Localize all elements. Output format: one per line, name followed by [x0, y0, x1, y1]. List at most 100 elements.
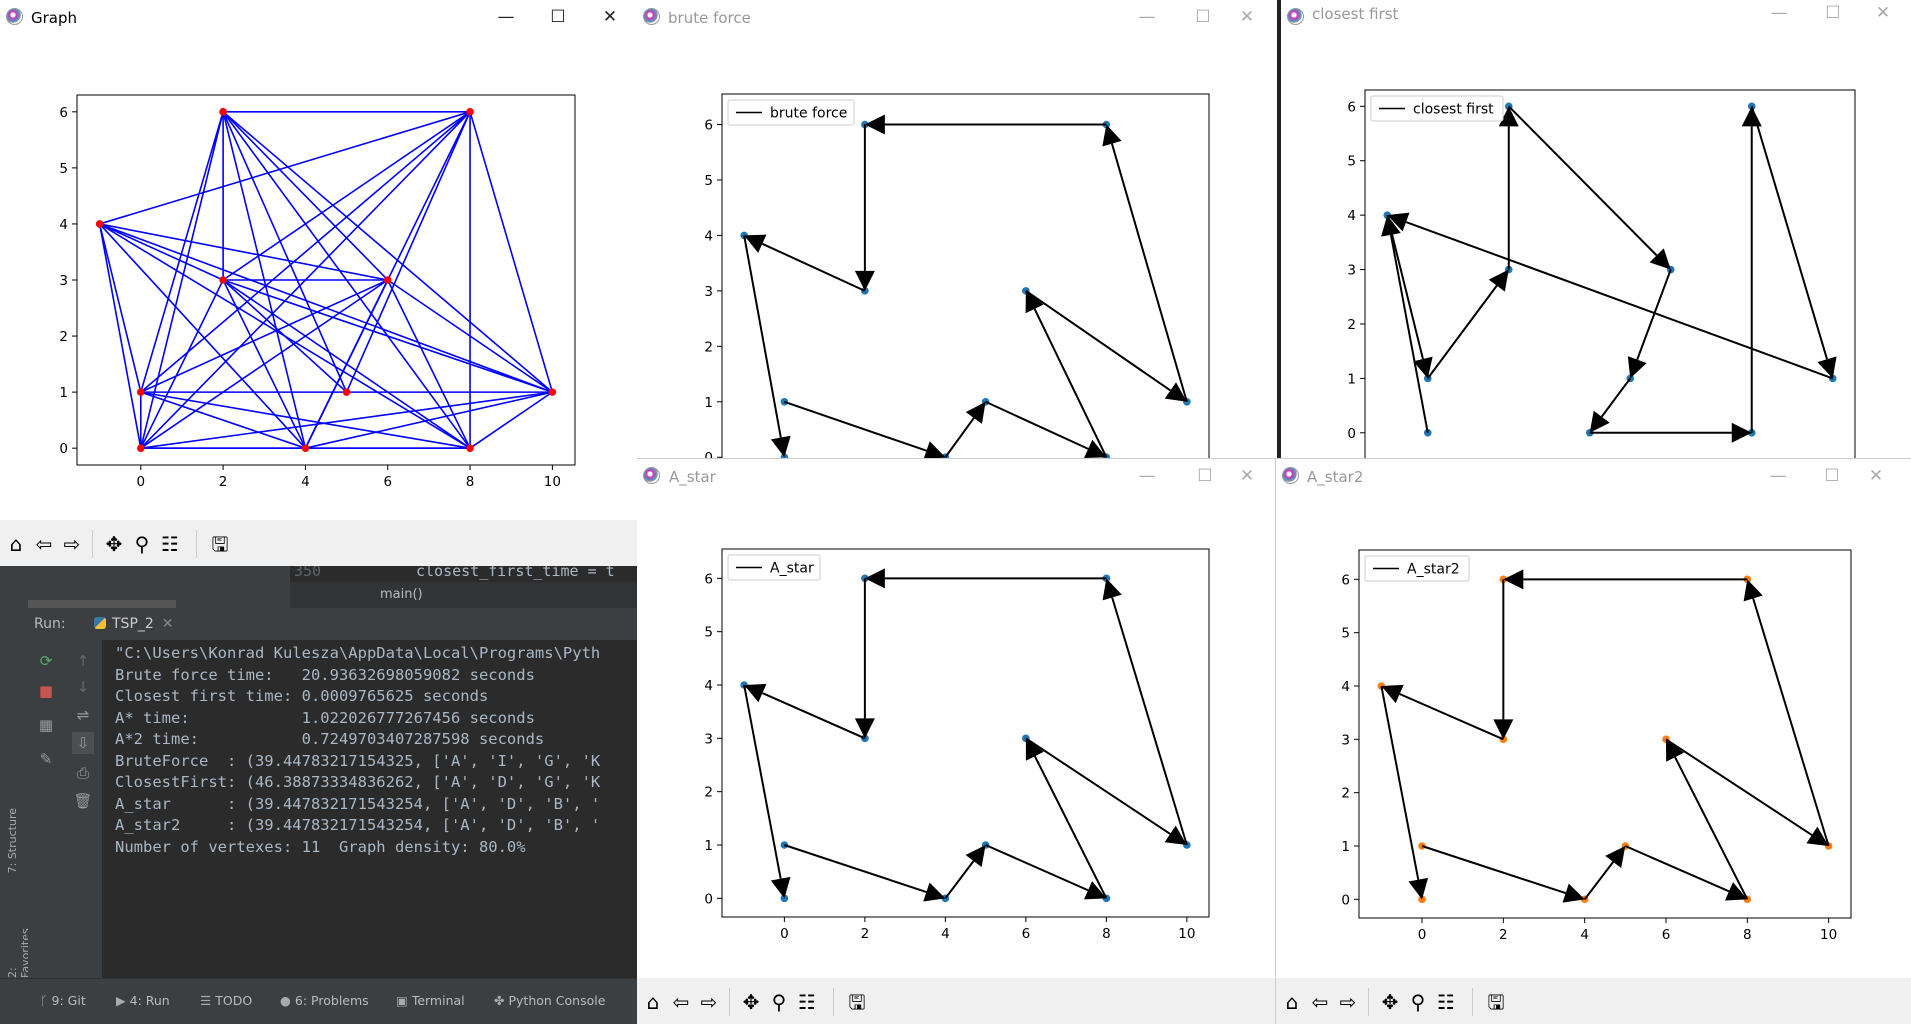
status-tab-9-git[interactable]: ᚴ 9: Git — [40, 993, 86, 1008]
maximize-button[interactable]: ☐ — [1195, 7, 1211, 27]
a-star-plot[interactable]: 0 1 2 3 4 5 6 0 2 4 6 8 10 A_star — [637, 495, 1277, 975]
a-star2-titlebar[interactable]: A_star2 — ☐ ✕ — [1276, 459, 1911, 495]
run-icon: ▶ — [116, 993, 126, 1008]
minimize-button[interactable]: — — [1138, 466, 1156, 486]
close-tab-icon[interactable]: ✕ — [161, 616, 174, 632]
soft-wrap-icon[interactable]: ⇌ — [76, 706, 90, 724]
graph-titlebar[interactable]: Graph — ☐ ✕ — [0, 0, 640, 36]
a-star-titlebar[interactable]: A_star — ☐ ✕ — [637, 459, 1277, 495]
forward-icon[interactable]: ⇨ — [700, 990, 718, 1014]
scroll-down-icon[interactable]: ↓ — [76, 678, 90, 696]
toolbar-separator — [833, 988, 834, 1016]
configure-icon[interactable]: ☷ — [798, 990, 816, 1014]
route-arrow-head — [1605, 846, 1626, 868]
closest-first-titlebar[interactable]: closest first — ☐ ✕ — [1281, 0, 1911, 36]
console-line[interactable]: BruteForce : (39.44783217154325, ['A', '… — [115, 751, 601, 770]
pycharm-ide: 350 closest_first_time = t main() 7: Str… — [0, 560, 640, 1024]
brute-force-plot[interactable]: 0 1 2 3 4 5 6 brute force — [637, 36, 1277, 460]
rerun-icon[interactable]: ⟳ — [39, 652, 53, 670]
run-tab-tsp2[interactable]: TSP_2 ✕ — [84, 608, 184, 643]
back-icon[interactable]: ⇦ — [1311, 990, 1329, 1014]
configure-icon[interactable]: ☷ — [1437, 990, 1455, 1014]
brute-force-titlebar[interactable]: brute force — ☐ ✕ — [637, 0, 1277, 36]
status-tab-4-run[interactable]: ▶ 4: Run — [116, 993, 170, 1008]
forward-icon[interactable]: ⇨ — [63, 532, 81, 556]
zoom-icon[interactable]: ⚲ — [1410, 990, 1426, 1014]
y-tick-label: 6 — [704, 118, 713, 134]
scroll-up-icon[interactable]: ↑ — [76, 652, 90, 670]
status-tab-6-problems[interactable]: ● 6: Problems — [280, 993, 369, 1008]
toolbar-separator — [1472, 988, 1473, 1016]
status-tab-python-console[interactable]: ✤ Python Console — [494, 993, 605, 1008]
maximize-button[interactable]: ☐ — [1825, 3, 1841, 23]
breadcrumb[interactable]: main() — [290, 582, 640, 608]
route-arrow-head — [1589, 410, 1610, 433]
home-icon[interactable]: ⌂ — [9, 532, 23, 556]
legend: A_star2 — [1364, 555, 1470, 582]
home-icon[interactable]: ⌂ — [1285, 990, 1299, 1014]
save-icon[interactable]: 🖫 — [848, 990, 866, 1014]
close-button[interactable]: ✕ — [1875, 3, 1891, 23]
layout-icon[interactable]: ▦ — [38, 716, 54, 734]
save-icon[interactable]: 🖫 — [1487, 990, 1505, 1014]
route-arrow-shaft — [1426, 285, 1498, 379]
python-console-icon: ✤ — [494, 993, 505, 1008]
pan-icon[interactable]: ✥ — [742, 990, 760, 1014]
window-title: closest first — [1312, 5, 1399, 23]
x-tick-label: 4 — [1580, 927, 1589, 943]
console-line[interactable]: A_star2 : (39.447832171543254, ['A', 'D'… — [115, 816, 601, 834]
console-line[interactable]: A_star : (39.447832171543254, ['A', 'D',… — [115, 794, 601, 813]
maximize-button[interactable]: ☐ — [1824, 466, 1840, 486]
maximize-button[interactable]: ☐ — [1197, 466, 1213, 486]
pin-icon[interactable]: ✎ — [39, 750, 53, 768]
console-line[interactable]: Closest first time: 0.0009765625 seconds — [115, 687, 489, 705]
status-tab-terminal[interactable]: ▣ Terminal — [396, 993, 465, 1008]
close-button[interactable]: ✕ — [602, 7, 618, 27]
minimize-button[interactable]: — — [1138, 7, 1156, 27]
breadcrumb-main[interactable]: main() — [380, 587, 423, 602]
close-button[interactable]: ✕ — [1239, 466, 1255, 486]
minimize-button[interactable]: — — [497, 7, 515, 27]
minimize-button[interactable]: — — [1769, 466, 1787, 486]
graph-node — [466, 108, 474, 116]
console-line[interactable]: A* time: 1.022026777267456 seconds — [115, 708, 535, 727]
back-icon[interactable]: ⇦ — [672, 990, 690, 1014]
minimize-button[interactable]: — — [1770, 3, 1788, 23]
zoom-icon[interactable]: ⚲ — [134, 532, 150, 556]
status-tab-todo[interactable]: ☰ TODO — [200, 993, 252, 1008]
y-tick-label: 6 — [704, 571, 713, 587]
console-line[interactable]: "C:\Users\Konrad Kulesza\AppData\Local\P… — [115, 644, 601, 662]
closest-first-plot[interactable]: 0 1 2 3 4 5 6 closest first — [1281, 36, 1911, 460]
pan-icon[interactable]: ✥ — [1381, 990, 1399, 1014]
maximize-button[interactable]: ☐ — [550, 7, 566, 27]
window-title: Graph — [31, 9, 78, 27]
console-line[interactable]: A*2 time: 0.7249703407287598 seconds — [115, 730, 545, 748]
console-line[interactable]: ClosestFirst: (46.38873334836262, ['A', … — [115, 773, 601, 791]
side-tab-structure[interactable]: 7: Structure — [6, 808, 19, 874]
configure-icon[interactable]: ☷ — [161, 532, 179, 556]
forward-icon[interactable]: ⇨ — [1339, 990, 1357, 1014]
pan-icon[interactable]: ✥ — [105, 532, 123, 556]
trash-icon[interactable]: 🗑 — [73, 792, 93, 810]
editor-code-line[interactable]: closest_first_time = t — [416, 562, 615, 580]
zoom-icon[interactable]: ⚲ — [771, 990, 787, 1014]
stop-icon[interactable]: ■ — [38, 682, 54, 700]
run-console-output[interactable]: "C:\Users\Konrad Kulesza\AppData\Local\P… — [102, 640, 640, 978]
home-icon[interactable]: ⌂ — [646, 990, 660, 1014]
close-button[interactable]: ✕ — [1868, 466, 1884, 486]
route-arrow-head — [1025, 738, 1044, 761]
save-icon[interactable]: 🖫 — [211, 532, 229, 556]
scrollbar[interactable] — [28, 600, 176, 608]
close-button[interactable]: ✕ — [1239, 7, 1255, 27]
data-point — [780, 894, 789, 903]
console-line[interactable]: Brute force time: 20.93632698059082 seco… — [115, 665, 535, 684]
path-group — [740, 114, 1191, 460]
print-icon[interactable]: ⎙ — [76, 764, 89, 782]
route-arrow-shaft — [743, 684, 782, 879]
console-line[interactable]: Number of vertexes: 11 Graph density: 80… — [115, 837, 526, 856]
x-tick-label: 10 — [1178, 926, 1195, 942]
back-icon[interactable]: ⇦ — [35, 532, 53, 556]
graph-plot[interactable]: 0 1 2 3 4 5 6 0 2 4 6 8 10 — [0, 36, 640, 516]
a-star2-plot[interactable]: 0 1 2 3 4 5 6 0 2 4 6 8 10 A_star2 — [1276, 495, 1911, 975]
scroll-to-end-icon[interactable]: ⇩ — [72, 732, 94, 754]
